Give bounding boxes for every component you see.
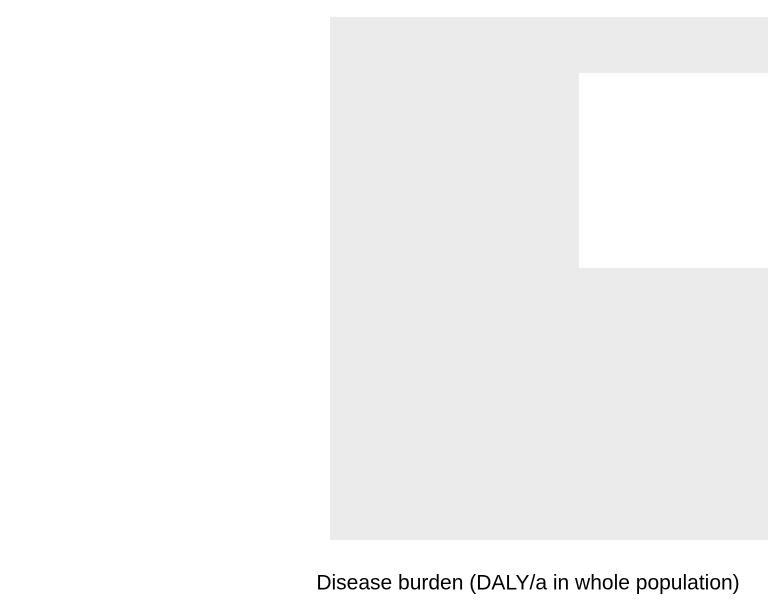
legend-box bbox=[579, 73, 768, 268]
x-axis-title: Disease burden (DALY/a in whole populati… bbox=[316, 572, 739, 595]
